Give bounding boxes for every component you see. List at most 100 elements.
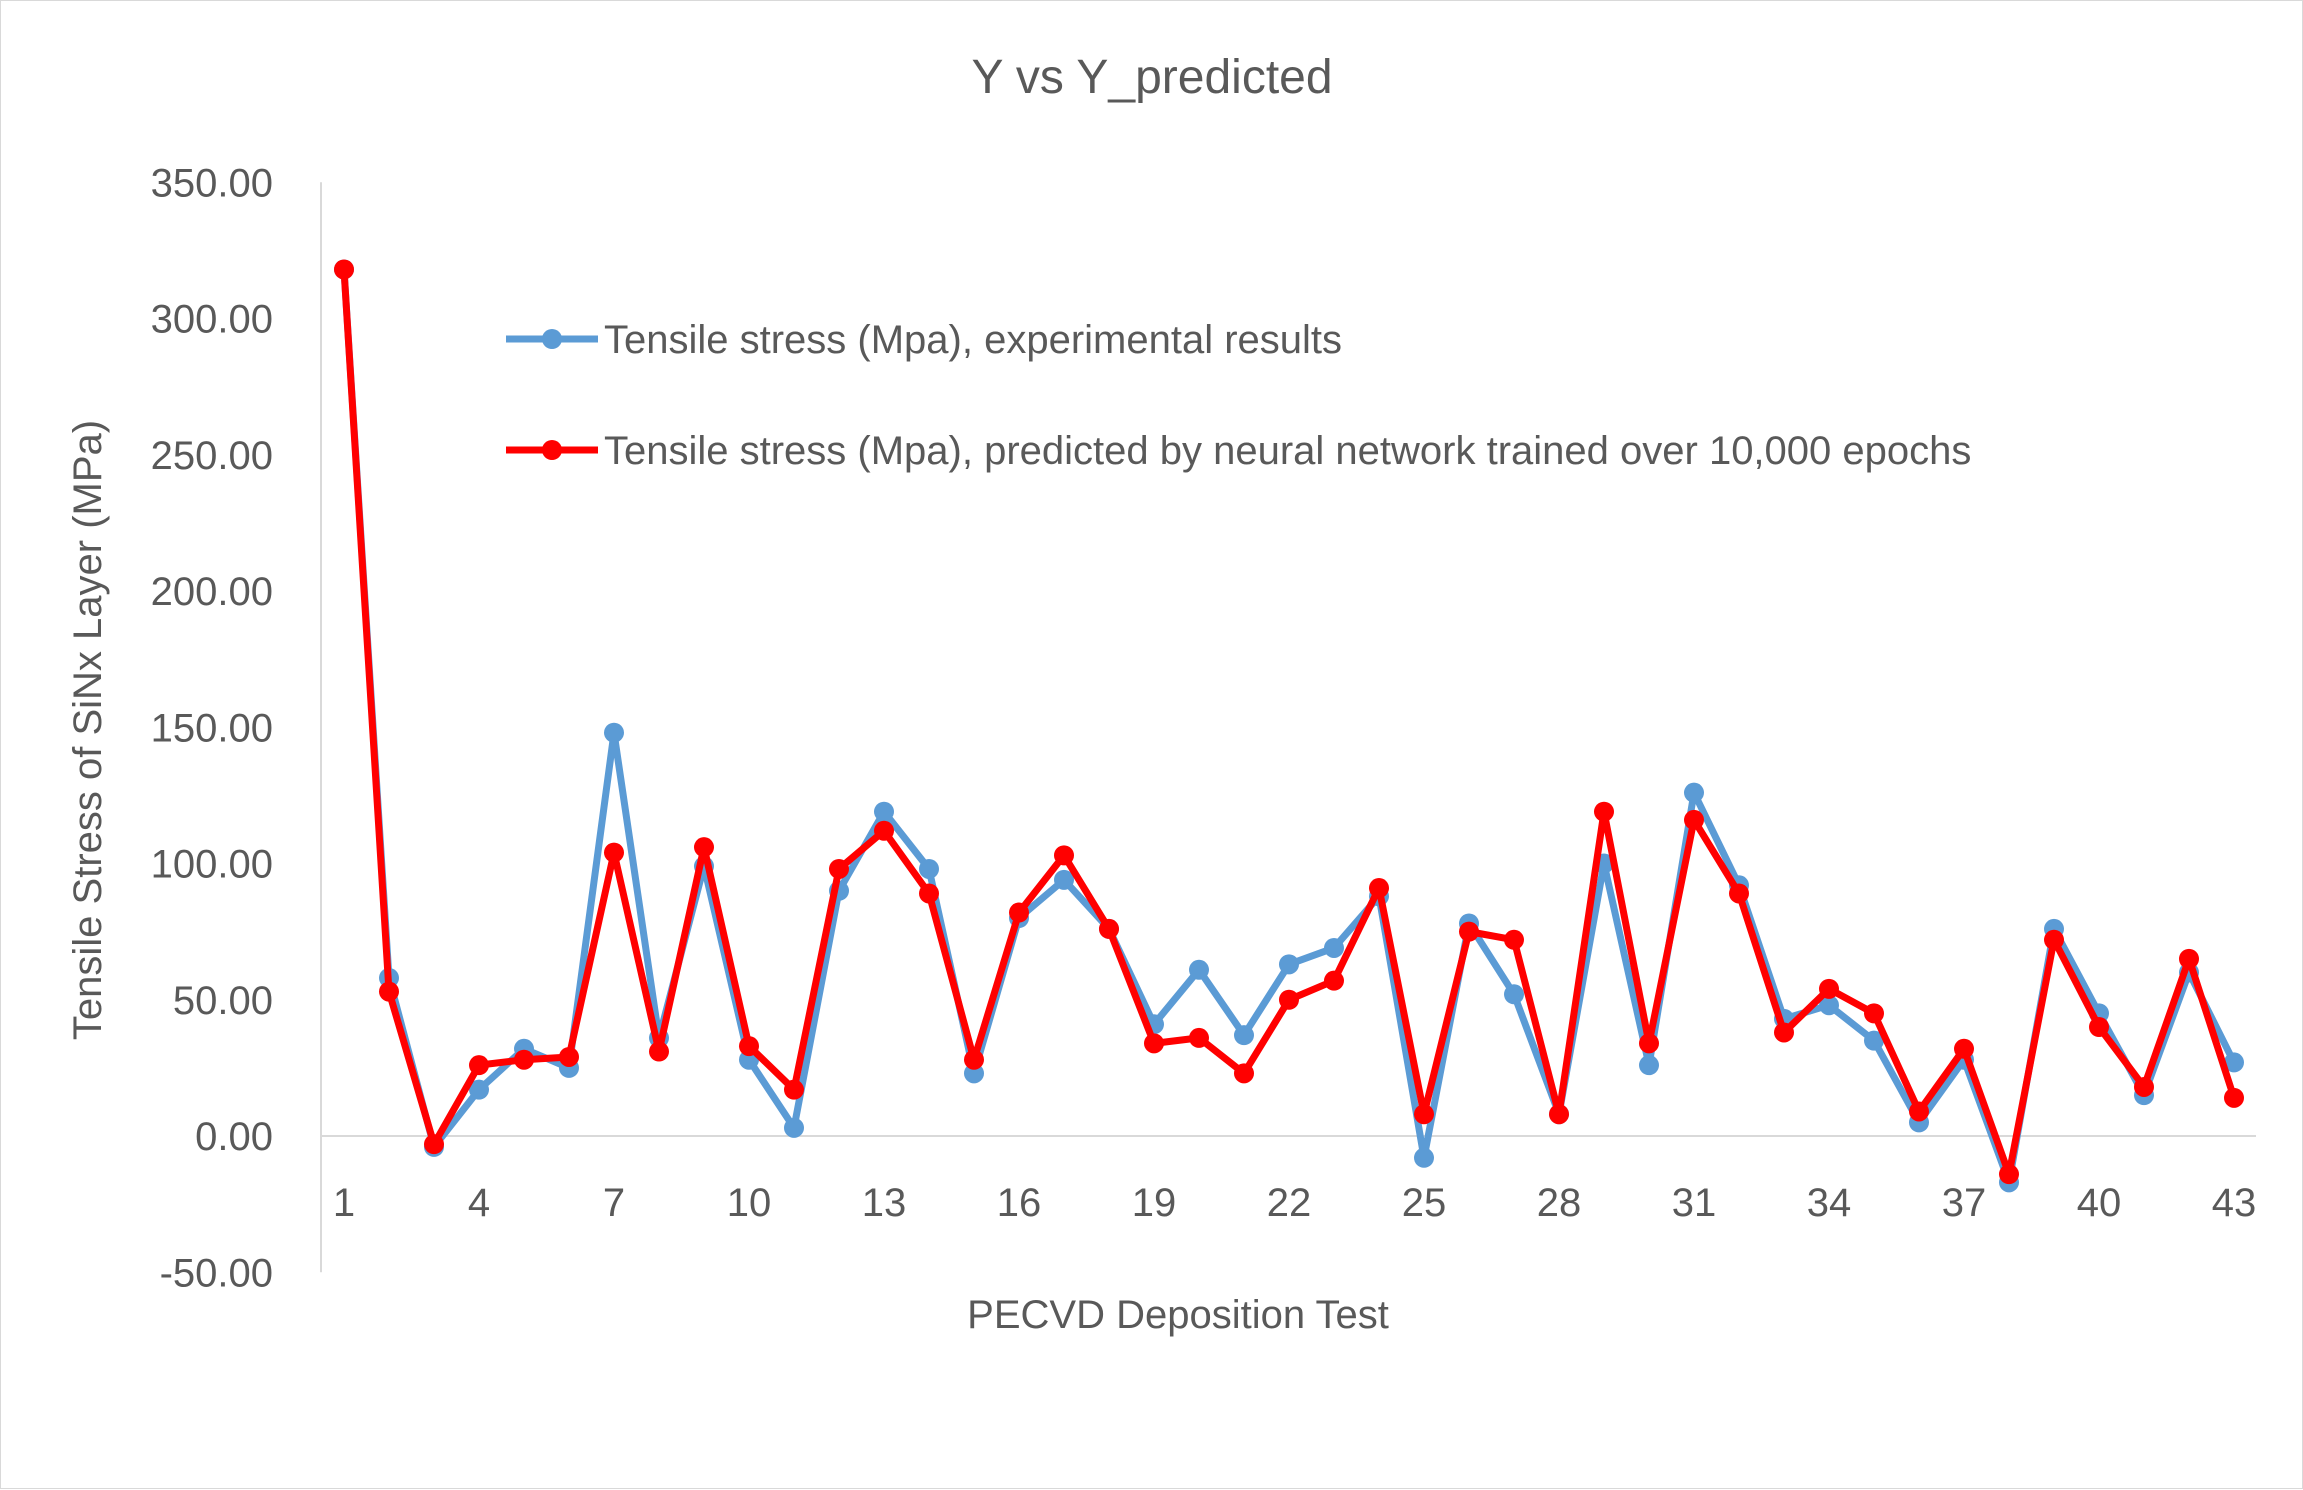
y-tick-label: 100.00 [151,843,273,887]
data-point [1099,918,1119,939]
data-point [1414,1104,1434,1125]
x-tick-label: 1 [333,1181,355,1225]
legend-label: Tensile stress (Mpa), predicted by neura… [604,429,1971,473]
data-point [1279,989,1299,1010]
data-point [1639,1055,1659,1076]
data-point [1864,1003,1884,1024]
y-tick-label: 50.00 [173,979,273,1023]
data-point [1009,902,1029,923]
data-point [1504,929,1524,950]
data-point [829,858,849,879]
x-tick-label: 43 [2212,1181,2257,1225]
y-axis-ticks: 350.00 300.00 250.00 200.00 150.00 100.00 50.0… [151,161,273,1295]
data-point [1684,809,1704,830]
legend-item: Tensile stress (Mpa), experimental resul… [506,318,1342,362]
data-point [604,722,624,743]
y-tick-label: 0.00 [195,1115,273,1159]
x-tick-label: 25 [1402,1181,1447,1225]
data-point [469,1079,489,1100]
y-tick-label: 150.00 [151,706,273,750]
y-tick-label: 200.00 [151,570,273,614]
data-point [1234,1025,1254,1046]
data-point [1909,1101,1929,1122]
x-tick-label: 10 [727,1181,772,1225]
x-tick-label: 7 [603,1181,625,1225]
data-point [919,858,939,879]
data-point [874,820,894,841]
series-group [334,259,2244,1193]
data-point [1999,1164,2019,1185]
data-point [379,981,399,1002]
data-point [604,842,624,863]
data-point [1729,883,1749,904]
axes [320,182,2256,1273]
x-tick-label: 19 [1132,1181,1177,1225]
data-point [1774,1022,1794,1043]
y-axis-label: Tensile Stress of SiNx Layer (MPa) [66,420,110,1040]
data-point [1864,1030,1884,1051]
legend: Tensile stress (Mpa), experimental resul… [506,318,1971,473]
x-tick-label: 37 [1942,1181,1987,1225]
data-point [559,1046,579,1067]
x-tick-label: 28 [1537,1181,1582,1225]
data-point [469,1055,489,1076]
x-tick-label: 31 [1672,1181,1717,1225]
x-axis-label: PECVD Deposition Test [967,1293,1389,1337]
legend-item: Tensile stress (Mpa), predicted by neura… [506,429,1971,473]
data-point [2179,948,2199,969]
data-point [1189,959,1209,980]
data-point [1684,782,1704,803]
y-tick-label: -50.00 [160,1251,273,1295]
data-point [1819,978,1839,999]
x-tick-label: 13 [862,1181,907,1225]
y-tick-label: 300.00 [151,298,273,342]
data-point [2044,929,2064,950]
data-point [1414,1147,1434,1168]
data-point [739,1036,759,1057]
legend-marker [542,329,562,349]
data-point [1459,921,1479,942]
data-point [1234,1063,1254,1084]
x-tick-label: 16 [997,1181,1042,1225]
data-point [1144,1033,1164,1054]
data-point [1369,878,1389,899]
data-point [2134,1076,2154,1097]
x-tick-label: 4 [468,1181,490,1225]
chart-title: Y vs Y_predicted [971,51,1332,104]
data-point [1819,995,1839,1016]
y-tick-label: 350.00 [151,161,273,205]
data-point [1594,801,1614,822]
data-point [1324,970,1344,991]
x-tick-label: 40 [2077,1181,2122,1225]
data-point [2089,1017,2109,1037]
data-point [1324,937,1344,958]
data-point [784,1117,804,1138]
data-point [1549,1104,1569,1125]
x-axis-ticks: 1 4 7 10 13 16 19 22 25 28 31 34 37 40 43 [333,1181,2256,1225]
data-point [334,259,354,280]
series-line [340,265,2238,1178]
series-2 [334,259,2244,1185]
data-point [694,837,714,858]
data-point [1054,869,1074,890]
data-point [919,883,939,904]
data-point [424,1134,444,1155]
data-point [2224,1087,2244,1108]
legend-marker [542,440,562,460]
data-point [514,1049,534,1070]
data-point [1504,984,1524,1005]
data-point [1189,1027,1209,1048]
legend-label: Tensile stress (Mpa), experimental resul… [604,318,1342,362]
data-point [1054,845,1074,866]
data-point [649,1041,669,1062]
data-point [2224,1052,2244,1073]
series-line [340,265,2238,1186]
data-point [874,801,894,822]
data-point [1954,1038,1974,1059]
data-point [964,1049,984,1070]
data-point [1279,954,1299,975]
data-point [784,1079,804,1100]
data-point [1639,1033,1659,1054]
